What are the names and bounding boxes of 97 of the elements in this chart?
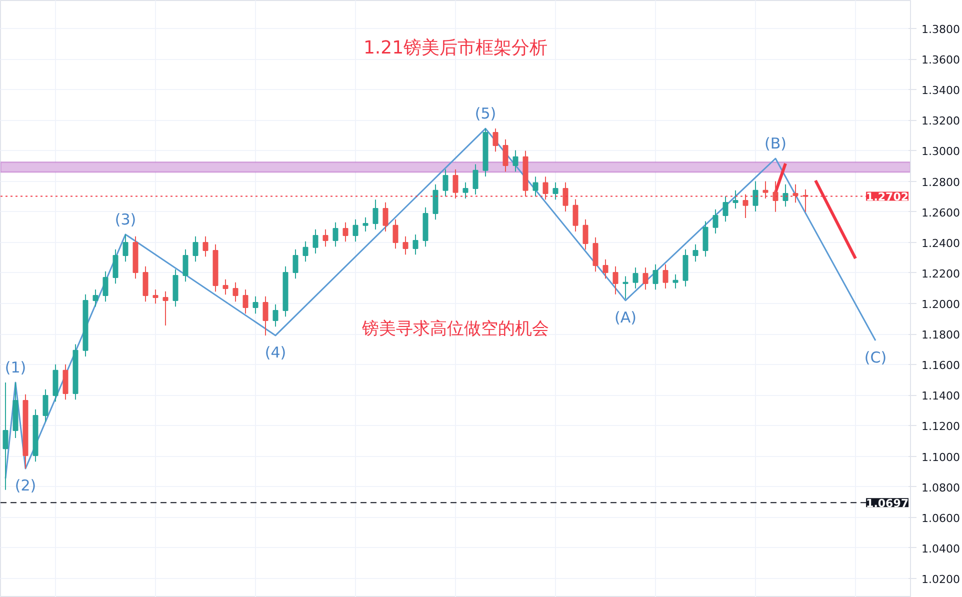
candlestick bbox=[232, 282, 238, 302]
candlestick bbox=[602, 258, 608, 280]
annotation: (5) bbox=[474, 104, 496, 123]
candlestick bbox=[142, 266, 148, 302]
candlestick bbox=[372, 199, 378, 230]
candlestick bbox=[152, 288, 158, 304]
annotation: 镑美寻求高位做空的机会 bbox=[361, 319, 549, 339]
candlestick bbox=[742, 194, 748, 218]
y-tick-label: 1.3600 bbox=[922, 54, 960, 67]
candlestick bbox=[702, 220, 708, 258]
annotation: (A) bbox=[614, 308, 636, 326]
candlestick bbox=[452, 168, 458, 200]
candlestick bbox=[552, 182, 558, 200]
candlestick bbox=[392, 218, 398, 250]
y-tick-label: 1.0600 bbox=[922, 512, 960, 525]
candlestick bbox=[762, 180, 768, 200]
candlestick bbox=[162, 290, 168, 326]
candlestick bbox=[192, 236, 198, 262]
candlestick bbox=[262, 296, 268, 336]
candlestick bbox=[252, 296, 258, 314]
annotation: (4) bbox=[264, 343, 286, 362]
candlestick bbox=[342, 222, 348, 242]
candlestick bbox=[362, 216, 368, 232]
candlestick bbox=[692, 244, 698, 262]
candlestick bbox=[492, 128, 498, 152]
text: 1.21镑美后市框架分析 bbox=[363, 38, 548, 58]
ref-line-label: 1.2702 bbox=[866, 190, 909, 204]
candlestick bbox=[562, 182, 568, 212]
candlestick bbox=[472, 164, 478, 196]
annotation: (2) bbox=[14, 476, 36, 495]
ref-line-label: 1.0697 bbox=[866, 497, 909, 510]
candlestick bbox=[312, 228, 318, 254]
candlestick bbox=[642, 266, 648, 290]
candlestick bbox=[792, 184, 798, 204]
candlestick bbox=[622, 276, 628, 300]
candlestick bbox=[652, 264, 658, 290]
candlestick bbox=[272, 304, 278, 328]
candlestick bbox=[182, 248, 188, 282]
candlestick bbox=[712, 208, 718, 234]
candlestick bbox=[432, 184, 438, 220]
y-tick-label: 1.0400 bbox=[922, 542, 960, 556]
candlestick bbox=[202, 236, 208, 258]
candlestick bbox=[772, 180, 778, 212]
y-tick-label: 1.3000 bbox=[922, 145, 960, 158]
candlestick bbox=[632, 266, 638, 290]
y-tick-label: 1.3400 bbox=[922, 84, 960, 98]
candlestick bbox=[512, 150, 518, 172]
candlestick bbox=[122, 234, 128, 262]
y-tick-label: 1.3800 bbox=[922, 22, 960, 36]
annotation: (B) bbox=[764, 134, 787, 152]
candlestick bbox=[302, 240, 308, 262]
y-tick-label: 1.2600 bbox=[922, 206, 960, 220]
candlestick bbox=[412, 234, 418, 256]
candlestick bbox=[402, 236, 408, 256]
candlestick bbox=[752, 180, 758, 212]
candlestick bbox=[332, 222, 338, 248]
candlestick bbox=[292, 248, 298, 280]
candlestick bbox=[532, 176, 538, 198]
candlestick bbox=[2, 382, 8, 490]
candlestick bbox=[322, 228, 328, 248]
candlestick bbox=[722, 196, 728, 222]
annotation: (1) bbox=[4, 358, 26, 377]
y-tick-label: 1.2200 bbox=[922, 267, 960, 280]
candlestick bbox=[732, 190, 738, 210]
candlestick bbox=[672, 274, 678, 290]
y-tick-label: 1.3200 bbox=[922, 114, 960, 128]
candlestick bbox=[242, 288, 248, 314]
y-tick-label: 1.2400 bbox=[922, 236, 960, 250]
candlestick bbox=[462, 182, 468, 200]
candlestick bbox=[612, 266, 618, 295]
y-tick-label: 1.1800 bbox=[922, 328, 960, 342]
candlestick bbox=[102, 270, 108, 302]
candlestick bbox=[62, 364, 68, 400]
candlestick bbox=[112, 248, 118, 284]
candlestick bbox=[572, 198, 578, 232]
candlestick bbox=[382, 202, 388, 232]
y-tick-label: 1.1000 bbox=[922, 450, 960, 464]
candlestick bbox=[542, 176, 548, 200]
annotation: (C) bbox=[864, 348, 887, 366]
y-tick-label: 1.1200 bbox=[922, 420, 960, 434]
candlestick bbox=[662, 264, 668, 290]
candlestick bbox=[42, 388, 48, 422]
annotation: (3) bbox=[114, 210, 136, 228]
y-tick-label: 1.0800 bbox=[922, 481, 960, 494]
candlestick bbox=[442, 168, 448, 198]
y-tick-label: 1.2800 bbox=[922, 176, 960, 189]
y-tick-label: 1.0200 bbox=[922, 573, 960, 586]
candlestick bbox=[782, 184, 788, 208]
candlestick bbox=[592, 236, 598, 272]
candlestick bbox=[582, 218, 588, 250]
candlestick bbox=[502, 138, 508, 172]
candlestick bbox=[352, 218, 358, 242]
candlestick bbox=[222, 278, 228, 296]
candlestick bbox=[92, 288, 98, 308]
y-tick-label: 1.2000 bbox=[922, 298, 960, 312]
y-tick-label: 1.1400 bbox=[922, 390, 960, 403]
y-tick-label: 1.1600 bbox=[922, 359, 960, 372]
